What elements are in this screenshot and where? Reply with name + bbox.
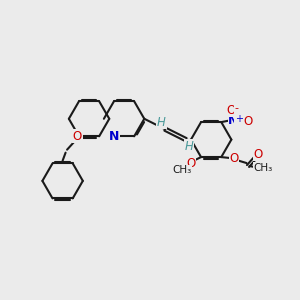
Text: O: O [243,115,253,128]
Text: H: H [157,116,166,129]
Text: -: - [234,103,238,113]
Text: O: O [226,104,236,117]
Text: N: N [228,114,238,127]
Text: CH₃: CH₃ [254,163,273,172]
Text: O: O [186,157,195,170]
Text: O: O [253,148,262,160]
Text: O: O [229,152,239,165]
Text: N: N [109,130,119,143]
Text: +: + [235,114,243,124]
Text: CH₃: CH₃ [173,165,192,175]
Text: H: H [185,140,194,153]
Text: O: O [73,130,82,143]
